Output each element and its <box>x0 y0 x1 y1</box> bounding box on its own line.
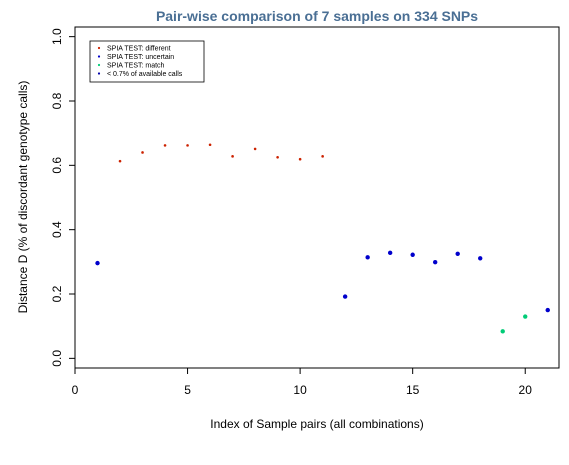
plot-frame <box>74 26 560 369</box>
data-point <box>231 155 234 158</box>
data-point <box>298 157 302 161</box>
data-point <box>276 155 279 159</box>
data-point <box>365 255 370 260</box>
y-tick-label: 0.2 <box>50 285 64 302</box>
x-tick-label: 20 <box>519 383 533 397</box>
data-point <box>321 155 324 158</box>
data-point <box>141 151 144 154</box>
data-point <box>118 159 122 163</box>
data-point <box>478 256 483 261</box>
y-tick-label: 0.0 <box>50 350 64 367</box>
data-point <box>253 147 257 151</box>
data-points <box>95 143 550 334</box>
x-tick-label: 5 <box>184 383 191 397</box>
data-point <box>342 294 348 299</box>
legend-marker <box>97 72 101 75</box>
x-tick-label: 0 <box>72 383 79 397</box>
x-tick-label: 15 <box>406 383 420 397</box>
data-point <box>455 251 460 256</box>
x-tick-label: 10 <box>293 383 307 397</box>
legend-marker <box>97 63 101 67</box>
y-tick-label: 0.4 <box>50 221 64 238</box>
data-point <box>545 307 550 313</box>
legend-entry: < 0.7% of available calls <box>107 71 183 78</box>
data-point <box>95 260 100 266</box>
legend-entry: SPIA TEST: different <box>107 46 171 53</box>
data-point <box>500 329 505 334</box>
data-point <box>208 143 212 147</box>
x-axis: 0 5 10 15 20 <box>72 368 533 397</box>
data-point <box>186 144 189 147</box>
y-tick-label: 1.0 <box>50 28 64 45</box>
chart-title: Pair-wise comparison of 7 samples on 334… <box>156 8 478 24</box>
data-point <box>163 144 167 147</box>
legend-box <box>89 40 205 83</box>
legend-entry: SPIA TEST: match <box>107 63 165 70</box>
y-axis: 0.0 0.2 0.4 0.6 0.8 1.0 <box>50 28 75 367</box>
legend-marker <box>97 55 101 58</box>
data-point <box>432 259 438 265</box>
data-point <box>410 252 415 257</box>
legend-marker <box>97 46 101 50</box>
data-point <box>523 314 528 319</box>
y-tick-label: 0.6 <box>50 157 64 174</box>
y-tick-label: 0.8 <box>50 92 64 109</box>
x-axis-label: Index of Sample pairs (all combinations) <box>210 417 423 431</box>
data-point <box>387 250 393 256</box>
y-axis-label: Distance D (% of discordant genotype cal… <box>16 81 30 314</box>
legend-entry: SPIA TEST: uncertain <box>107 54 174 61</box>
